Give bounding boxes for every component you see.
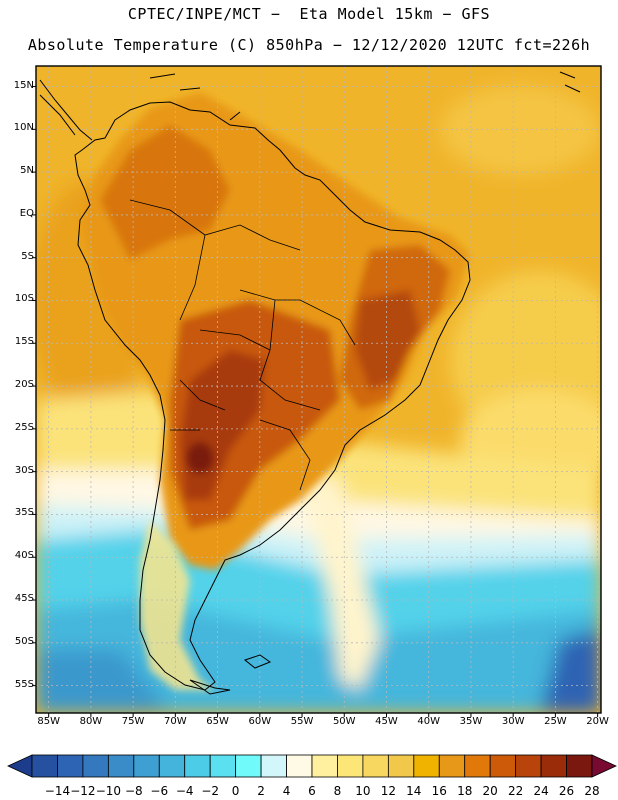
- colorbar-swatch: [31, 754, 58, 778]
- map-frame: [35, 65, 602, 714]
- lon-label: 75W: [121, 716, 145, 727]
- colorbar-label: 18: [457, 784, 473, 798]
- land-darkorange-north: [100, 125, 230, 260]
- lon-label: 40W: [417, 716, 441, 727]
- colorbar-swatch: [413, 754, 440, 778]
- lon-label: 20W: [586, 716, 609, 727]
- colorbar-swatch: [540, 754, 567, 778]
- lat-label: 15S: [14, 336, 34, 348]
- colorbar-label: 28: [584, 784, 600, 798]
- colorbar-swatch: [489, 754, 517, 778]
- colorbar-swatch: [260, 754, 287, 778]
- colorbar-min-arrow: [7, 754, 33, 778]
- colorbar-label: −2: [201, 784, 220, 798]
- field-yellow-ne: [440, 85, 600, 175]
- colorbar-swatch: [107, 754, 135, 778]
- colorbar-swatch: [184, 754, 211, 778]
- colorbar: [7, 754, 617, 778]
- lon-label: 80W: [79, 716, 103, 727]
- colorbar-label: 16: [431, 784, 447, 798]
- lon-label: 35W: [459, 716, 483, 727]
- colorbar-swatch: [82, 754, 109, 778]
- field-warm-tongue: [300, 470, 380, 690]
- lon-label: 45W: [375, 716, 398, 727]
- colorbar-swatch: [57, 754, 84, 778]
- colorbar-max-arrow: [591, 754, 617, 778]
- lon-label: 55W: [290, 716, 314, 727]
- lat-label: 50S: [14, 635, 34, 647]
- lon-label: 50W: [332, 716, 356, 727]
- land-patagonia: [140, 520, 215, 690]
- lat-label: 5S: [21, 250, 34, 262]
- map-title-line2: Absolute Temperature (C) 850hPa − 12/12/…: [27, 36, 591, 54]
- colorbar-swatch: [209, 754, 237, 778]
- colorbar-label: 20: [482, 784, 498, 798]
- colorbar-label: 8: [333, 784, 342, 798]
- colorbar-label: −6: [150, 784, 169, 798]
- lat-label: 20S: [14, 379, 34, 391]
- country-borders: [129, 199, 356, 491]
- colorbar-label: 4: [282, 784, 291, 798]
- lon-label: 30W: [501, 716, 525, 727]
- colorbar-label: 2: [257, 784, 265, 798]
- lon-label: 65W: [206, 716, 229, 727]
- caribbean-islands: [149, 71, 581, 121]
- colorbar-label: 0: [231, 784, 240, 798]
- lat-label: 15N: [13, 79, 34, 91]
- colorbar-swatch: [464, 754, 491, 778]
- lat-label: 40S: [14, 550, 34, 562]
- lat-label: 10S: [14, 293, 34, 305]
- colorbar-swatch: [133, 754, 160, 778]
- colorbar-label: −14: [44, 784, 71, 798]
- lat-label: 10N: [13, 122, 34, 134]
- colorbar-label: 12: [380, 784, 396, 798]
- colorbar-swatch: [235, 754, 262, 778]
- colorbar-swatch: [566, 754, 593, 778]
- lat-label: 25S: [14, 421, 34, 433]
- land-darkest-core: [186, 442, 214, 474]
- lon-label: 70W: [164, 716, 187, 727]
- colorbar-label: 10: [355, 784, 371, 798]
- tierra-del-fuego: [189, 679, 231, 695]
- lat-label: 55S: [14, 678, 34, 690]
- lat-label: EQ: [19, 207, 34, 219]
- lon-label: 60W: [248, 716, 272, 727]
- lon-label: 25W: [544, 716, 567, 727]
- colorbar-label: 26: [558, 784, 575, 798]
- south-america-coastline: [74, 101, 471, 691]
- colorbar-label: 24: [533, 784, 549, 798]
- lon-label: 85W: [37, 716, 60, 727]
- colorbar-swatch: [515, 754, 542, 778]
- colorbar-label: −8: [124, 784, 143, 798]
- central-america-coastline: [39, 79, 93, 141]
- colorbar-label: 6: [308, 784, 316, 798]
- map-gridlines: [36, 66, 601, 713]
- colorbar-swatch: [311, 754, 338, 778]
- colorbar-label: −4: [175, 784, 194, 798]
- land-brown-east: [355, 290, 420, 390]
- axis-ticks: [32, 86, 599, 717]
- map-title-line1: CPTEC/INPE/MCT − Eta Model 15km − GFS: [127, 5, 491, 23]
- falklands: [243, 654, 272, 669]
- colorbar-label: 22: [507, 784, 524, 798]
- lat-label: 45S: [14, 593, 34, 605]
- colorbar-swatch: [158, 754, 186, 778]
- coastlines: [39, 71, 581, 695]
- colorbar-label: 14: [406, 784, 422, 798]
- colorbar-swatch: [438, 754, 466, 778]
- colorbar-swatch: [286, 754, 313, 778]
- lat-label: 35S: [14, 507, 34, 519]
- lat-label: 30S: [14, 464, 34, 476]
- colorbar-swatch: [362, 754, 389, 778]
- lat-label: 5N: [20, 165, 34, 177]
- colorbar-label: −12: [70, 784, 96, 798]
- field-deepblue-sw: [36, 650, 170, 713]
- colorbar-swatch: [337, 754, 364, 778]
- colorbar-swatch: [387, 754, 415, 778]
- colorbar-label: −10: [95, 784, 122, 798]
